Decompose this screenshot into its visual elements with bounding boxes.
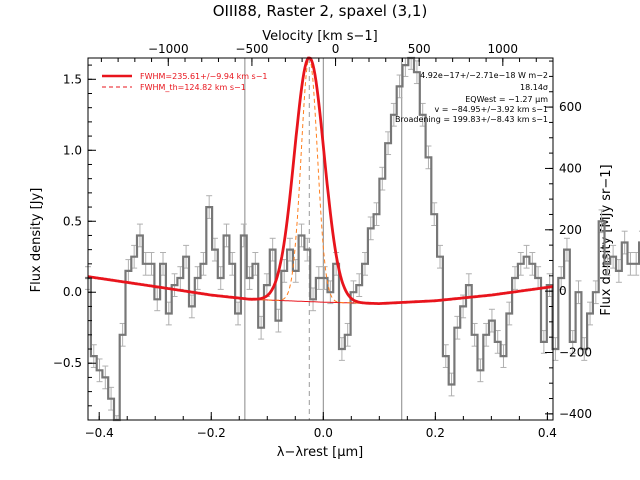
y-tick-label: −0.5 xyxy=(53,356,82,370)
y-tick-label: 0.0 xyxy=(63,285,82,299)
legend-entry-fwhm-th: FWHM_th=124.82 km s−1 xyxy=(140,83,246,92)
x-axis-label: λ−λrest [μm] xyxy=(277,445,363,460)
annotation-eqw: EQWest = −1.27 μm xyxy=(465,95,548,104)
top-tick-label: −1000 xyxy=(148,42,189,56)
right-tick-label: 0 xyxy=(559,284,567,298)
top-tick-label: −500 xyxy=(235,42,268,56)
x-tick-label: 0.2 xyxy=(426,426,445,440)
top-tick-label: 500 xyxy=(408,42,431,56)
legend: FWHM=235.61+/−9.94 km s−1 FWHM_th=124.82… xyxy=(102,72,268,92)
legend-entry-fwhm: FWHM=235.61+/−9.94 km s−1 xyxy=(140,72,268,81)
top-axis-label: Velocity [km s−1] xyxy=(262,29,378,44)
plot-frame xyxy=(87,57,554,421)
annotation-velocity: v = −84.95+/−3.92 km s−1 xyxy=(434,105,548,114)
annotation-snr: 18.14σ xyxy=(520,83,548,92)
chart-title: OIII88, Raster 2, spaxel (3,1) xyxy=(213,2,428,20)
right-tick-label: −200 xyxy=(559,346,592,360)
fit-curves xyxy=(87,56,554,305)
x-tick-label: −0.2 xyxy=(197,426,226,440)
right-axis-label: Flux density [MJy sr−1] xyxy=(599,164,614,315)
annotation-flux: 4.92e−17+/−2.71e−18 W m−2 xyxy=(420,71,548,80)
reference-lines xyxy=(244,58,403,420)
y-tick-label: 1.5 xyxy=(63,72,82,86)
x-tick-label: −0.4 xyxy=(85,426,114,440)
axis-ticks: −0.4 −0.2 0.0 0.2 0.4 −0.5 0.0 0.5 1.0 1.5 −1000 −5… xyxy=(53,42,592,440)
total-fit-curve xyxy=(87,56,554,305)
y-tick-label: 0.5 xyxy=(63,214,82,228)
right-tick-label: 600 xyxy=(559,100,582,114)
spectrum-histogram xyxy=(85,56,640,422)
x-tick-label: 0.4 xyxy=(538,426,557,440)
right-tick-label: 400 xyxy=(559,161,582,175)
right-tick-label: 200 xyxy=(559,223,582,237)
right-tick-label: −400 xyxy=(559,407,592,421)
top-tick-label: 0 xyxy=(332,42,340,56)
x-tick-label: 0.0 xyxy=(314,426,333,440)
fit-annotations: 4.92e−17+/−2.71e−18 W m−2 18.14σ EQWest … xyxy=(395,71,548,124)
y-tick-label: 1.0 xyxy=(63,143,82,157)
top-tick-label: 1000 xyxy=(488,42,519,56)
y-axis-label: Flux density [Jy] xyxy=(29,188,44,293)
annotation-broadening: Broadening = 199.83+/−8.43 km s−1 xyxy=(395,115,548,124)
spectrum-data xyxy=(85,56,640,422)
